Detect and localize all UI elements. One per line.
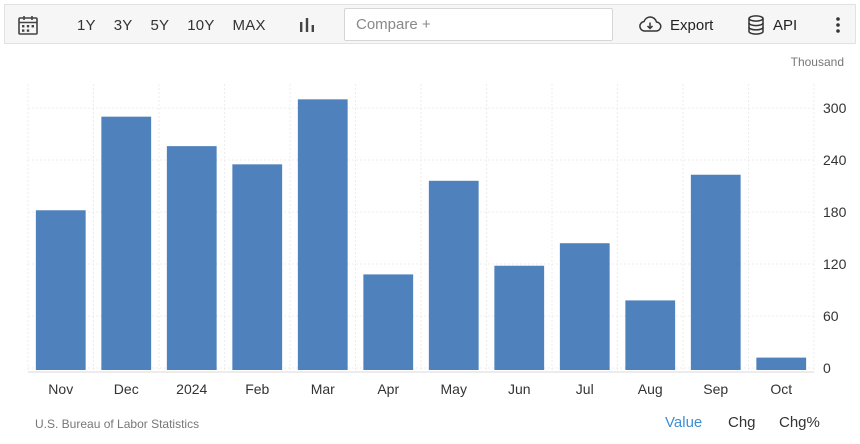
range-selector: 1Y 3Y 5Y 10Y MAX (77, 5, 284, 45)
bar-nov[interactable] (35, 210, 86, 370)
range-3y-button[interactable]: 3Y (113, 16, 133, 34)
api-label: API (773, 16, 798, 34)
bar-chart-icon[interactable] (297, 15, 317, 35)
bar-dec[interactable] (101, 116, 152, 371)
y-tick-label: 180 (823, 204, 847, 220)
bar-feb[interactable] (232, 164, 283, 370)
bar-mar[interactable] (297, 99, 348, 370)
bar-apr[interactable] (363, 274, 414, 370)
x-tick-label: Jun (508, 381, 531, 397)
y-tick-label: 60 (823, 308, 839, 324)
cloud-download-icon (638, 15, 662, 35)
x-tick-label: Dec (114, 381, 139, 397)
mode-value-button[interactable]: Value (665, 414, 703, 431)
bar-jun[interactable] (494, 265, 545, 370)
x-tick-label: Mar (311, 381, 335, 397)
unit-label: Thousand (790, 55, 844, 69)
export-button[interactable]: Export (638, 5, 713, 45)
y-tick-label: 240 (823, 152, 847, 168)
more-vertical-icon[interactable] (831, 15, 845, 35)
database-icon (747, 14, 765, 36)
bar-sep[interactable] (690, 174, 741, 370)
x-tick-label: Nov (48, 381, 73, 397)
bar-oct[interactable] (756, 357, 807, 370)
range-max-button[interactable]: MAX (232, 16, 266, 34)
x-tick-label: Apr (377, 381, 399, 397)
x-tick-label: May (441, 381, 467, 397)
x-tick-label: Sep (703, 381, 728, 397)
range-1y-button[interactable]: 1Y (77, 16, 96, 34)
x-tick-label: Jul (576, 381, 594, 397)
chart-toolbar: 1Y 3Y 5Y 10Y MAX Export (4, 4, 856, 44)
range-10y-button[interactable]: 10Y (187, 16, 215, 34)
source-label: U.S. Bureau of Labor Statistics (35, 417, 200, 431)
mode-chg-pct-button[interactable]: Chg% (779, 414, 820, 431)
y-tick-label: 300 (823, 100, 847, 116)
x-tick-label: Aug (638, 381, 663, 397)
export-label: Export (670, 16, 714, 34)
mode-chg-button[interactable]: Chg (728, 414, 756, 431)
y-tick-label: 0 (823, 360, 831, 376)
x-tick-label: Feb (245, 381, 269, 397)
api-button[interactable]: API (747, 5, 797, 45)
x-tick-label: Oct (770, 381, 792, 397)
x-tick-label: 2024 (176, 381, 207, 397)
compare-input[interactable] (344, 8, 613, 41)
bar-2024[interactable] (166, 146, 217, 370)
calendar-icon[interactable] (17, 14, 39, 36)
bar-may[interactable] (428, 180, 479, 370)
range-5y-button[interactable]: 5Y (150, 16, 170, 34)
y-tick-label: 120 (823, 256, 847, 272)
bar-aug[interactable] (625, 300, 676, 370)
bar-jul[interactable] (559, 243, 610, 370)
